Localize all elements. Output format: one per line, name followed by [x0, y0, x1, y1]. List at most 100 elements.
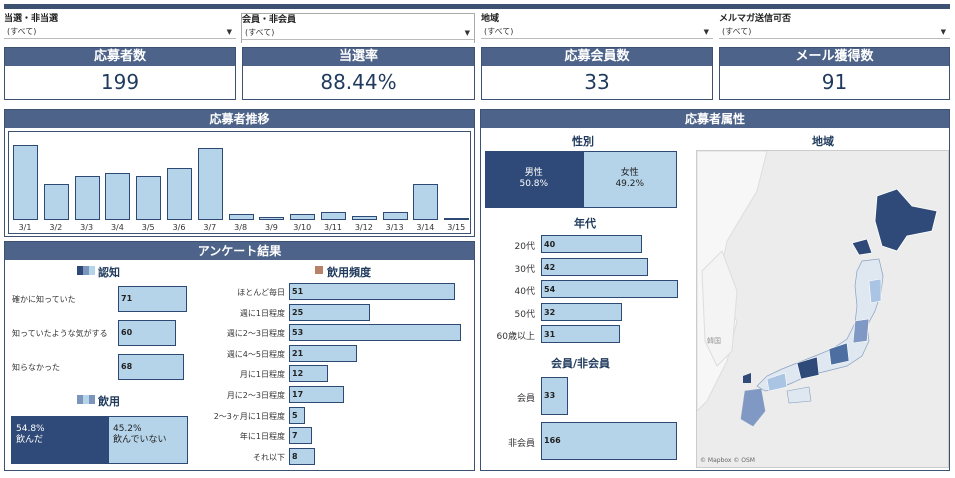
- map-land-korea: [701, 250, 738, 367]
- kpi-value: 199: [100, 70, 140, 94]
- frequency-legend-icon: [315, 266, 323, 274]
- frequency-bar[interactable]: 51: [289, 283, 455, 300]
- trend-bar[interactable]: [167, 168, 192, 220]
- frequency-value: 53: [292, 328, 304, 338]
- trend-bar[interactable]: [290, 213, 316, 220]
- map-region-hokkaido: [874, 188, 938, 252]
- drink-segment-not[interactable]: 45.2% 飲んでいない: [107, 416, 188, 464]
- age-value: 31: [544, 330, 556, 339]
- frequency-value: 8: [292, 451, 298, 461]
- filter-member-status[interactable]: 会員・非会員 (すべて) ▼: [241, 13, 475, 43]
- trend-bar[interactable]: [105, 172, 131, 220]
- map-region-islands: [743, 373, 751, 383]
- kpi-label: メール獲得数: [720, 48, 949, 66]
- filter-select[interactable]: (すべて) ▼: [242, 26, 474, 40]
- gender-segment-male[interactable]: 男性 50.8%: [485, 151, 583, 208]
- map-region-shikoku: [786, 386, 812, 404]
- frequency-bar[interactable]: 5: [289, 406, 306, 424]
- frequency-value: 21: [292, 348, 304, 358]
- awareness-bar[interactable]: 71: [118, 286, 187, 312]
- kpi-emails: メール獲得数 91: [719, 47, 950, 100]
- trend-tick-label: 3/11: [324, 223, 342, 232]
- kpi-win-rate: 当選率 88.44%: [242, 47, 475, 100]
- trend-title: 応募者推移: [5, 110, 474, 128]
- age-row-label: 50代: [514, 309, 535, 320]
- trend-bar[interactable]: [228, 213, 254, 220]
- filter-region[interactable]: 地域 (すべて) ▼: [481, 13, 713, 43]
- chevron-down-icon[interactable]: ▼: [464, 29, 470, 37]
- age-bar[interactable]: 54: [541, 280, 678, 298]
- filter-select[interactable]: (すべて) ▼: [719, 25, 950, 39]
- frequency-value: 5: [292, 410, 298, 420]
- age-bar[interactable]: 42: [541, 257, 648, 276]
- member-row-label: 非会員: [507, 439, 535, 449]
- chevron-down-icon[interactable]: ▼: [703, 28, 709, 36]
- chevron-down-icon[interactable]: ▼: [226, 28, 232, 36]
- frequency-row-label: 週に2～3日程度: [226, 329, 285, 339]
- trend-tick-label: 3/4: [110, 223, 124, 232]
- frequency-value: 51: [292, 287, 304, 296]
- frequency-bar[interactable]: 17: [289, 386, 345, 403]
- awareness-row-label: 知っていたような気がする: [12, 329, 108, 338]
- survey-title: アンケート結果: [5, 242, 474, 260]
- age-title: 年代: [574, 217, 596, 230]
- frequency-bar[interactable]: 53: [289, 324, 461, 342]
- filter-label: 地域: [481, 14, 500, 24]
- trend-bar[interactable]: [444, 217, 470, 220]
- frequency-bar[interactable]: 8: [289, 447, 315, 465]
- frequency-row-label: それ以下: [253, 452, 285, 462]
- chevron-down-icon[interactable]: ▼: [940, 28, 946, 36]
- drink-segment-drank[interactable]: 54.8% 飲んだ: [11, 416, 108, 464]
- trend-bar[interactable]: [351, 215, 377, 220]
- member-bar[interactable]: 33: [541, 377, 569, 415]
- region-title: 地域: [812, 135, 834, 148]
- filter-win-status[interactable]: 当選・非当選 (すべて) ▼: [4, 13, 236, 43]
- trend-bar[interactable]: [43, 184, 69, 220]
- filter-select[interactable]: (すべて) ▼: [481, 25, 713, 39]
- trend-tick-label: 3/12: [354, 223, 373, 232]
- awareness-bar[interactable]: 60: [118, 320, 177, 346]
- drink-label: 飲んだ: [16, 435, 44, 445]
- trend-bar[interactable]: [13, 144, 38, 220]
- map-label-korea: 韓国: [707, 337, 721, 345]
- survey-panel: アンケート結果 認知 飲用 飲用頻度 確かに知っていた 71 知っていたような気がす…: [4, 241, 475, 471]
- region-map[interactable]: 韓国 © Mapbox © OSM: [696, 150, 949, 468]
- trend-bar[interactable]: [197, 148, 223, 220]
- kpi-applicants: 応募者数 199: [4, 47, 236, 100]
- trend-bar[interactable]: [382, 212, 408, 220]
- filter-value: (すべて): [245, 28, 275, 37]
- map-region-chugoku: [766, 372, 788, 392]
- trend-bar[interactable]: [321, 212, 346, 220]
- trend-tick-label: 3/7: [203, 223, 217, 232]
- age-row-label: 60歳以上: [496, 332, 535, 342]
- frequency-bar[interactable]: 12: [289, 365, 328, 383]
- gender-title: 性別: [572, 135, 594, 148]
- kpi-label: 応募会員数: [482, 48, 712, 66]
- frequency-value: 17: [292, 390, 304, 399]
- trend-bar[interactable]: [136, 175, 162, 220]
- frequency-bar[interactable]: 25: [289, 303, 371, 321]
- trend-tick-label: 3/14: [416, 223, 435, 232]
- trend-panel: 応募者推移 3/1 3/2 3/3 3/4 3/5 3/6 3/7 3/8 3/9 3/10 3/1…: [4, 109, 475, 237]
- age-bar[interactable]: 32: [541, 302, 623, 321]
- frequency-bar[interactable]: 7: [289, 427, 312, 445]
- drink-label: 飲んでいない: [112, 435, 167, 445]
- filter-select[interactable]: (すべて) ▼: [4, 25, 236, 39]
- gender-segment-female[interactable]: 女性 49.2%: [582, 151, 677, 208]
- frequency-bar[interactable]: 21: [289, 344, 358, 362]
- kpi-label: 当選率: [243, 48, 474, 66]
- filter-newsletter[interactable]: メルマガ送信可否 (すべて) ▼: [719, 13, 950, 43]
- trend-bar[interactable]: [413, 184, 439, 220]
- age-bar[interactable]: 31: [541, 325, 620, 343]
- filter-label: メルマガ送信可否: [719, 14, 792, 24]
- trend-chart: 3/1 3/2 3/3 3/4 3/5 3/6 3/7 3/8 3/9 3/10 3/11 3/12 3…: [8, 131, 471, 234]
- awareness-value: 71: [121, 294, 133, 303]
- trend-bar[interactable]: [74, 175, 100, 220]
- map-region-kyushu: [740, 388, 766, 427]
- age-bar[interactable]: 40: [541, 235, 643, 253]
- awareness-bar[interactable]: 68: [118, 354, 185, 380]
- member-bar[interactable]: 166: [541, 422, 677, 460]
- trend-bar[interactable]: [259, 217, 285, 220]
- frequency-row-label: 週に4～5日程度: [226, 349, 285, 359]
- map-region-hokkaido-south: [851, 238, 873, 256]
